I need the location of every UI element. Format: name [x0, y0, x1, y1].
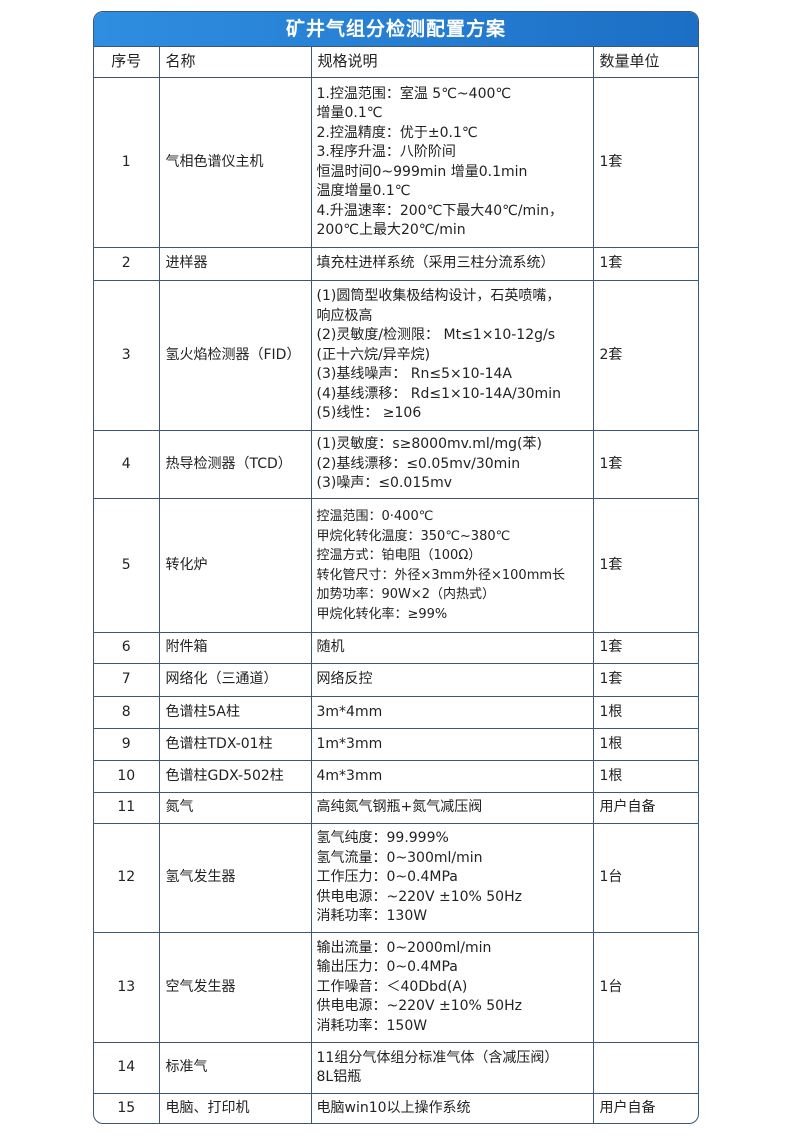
- table-row: 2 进样器 填充柱进样系统（采用三柱分流系统） 1套: [94, 247, 698, 281]
- row-name: 附件箱: [158, 632, 312, 664]
- row-quantity: 1套: [592, 498, 698, 633]
- row-number: 15: [94, 1093, 160, 1123]
- row-name: 色谱柱5A柱: [158, 696, 312, 729]
- row-number: 13: [94, 932, 160, 1043]
- row-name: 转化炉: [158, 498, 312, 633]
- row-number: 3: [94, 280, 160, 431]
- row-name: 标准气: [158, 1042, 312, 1094]
- row-number: 6: [94, 632, 160, 664]
- row-spec: 控温范围：0·400℃ 甲烷化转化温度：350℃~380℃ 控温方式：铂电阻（1…: [310, 498, 594, 633]
- row-quantity: 1套: [592, 247, 698, 281]
- row-spec: (1)灵敏度：s≥8000mv.ml/mg(苯) (2)基线漂移：≤0.05mv…: [310, 430, 594, 499]
- table-row: 6 附件箱 随机 1套: [94, 632, 698, 664]
- row-quantity: 用户自备: [592, 792, 698, 824]
- table-row: 1 气相色谱仪主机 1.控温范围：室温 5℃~400℃ 增量0.1℃ 2.控温精度：…: [94, 77, 698, 248]
- row-number: 5: [94, 498, 160, 633]
- row-name: 氢气发生器: [158, 823, 312, 933]
- table-row: 8 色谱柱5A柱 3m*4mm 1根: [94, 696, 698, 729]
- table-row: 12 氢气发生器 氢气纯度：99.999% 氢气流量：0~300ml/min 工作压…: [94, 823, 698, 933]
- row-spec: 填充柱进样系统（采用三柱分流系统）: [310, 247, 594, 281]
- row-name: 网络化（三通道）: [158, 663, 312, 697]
- header-no: 序号: [94, 46, 160, 78]
- row-quantity: 用户自备: [592, 1093, 698, 1123]
- table-row: 11 氮气 高纯氮气钢瓶+氮气减压阀 用户自备: [94, 792, 698, 824]
- table-row: 7 网络化（三通道） 网络反控 1套: [94, 663, 698, 697]
- row-name: 进样器: [158, 247, 312, 281]
- row-quantity: 1套: [592, 632, 698, 664]
- row-quantity: 1台: [592, 823, 698, 933]
- row-name: 空气发生器: [158, 932, 312, 1043]
- row-quantity: 1根: [592, 760, 698, 793]
- row-name: 气相色谱仪主机: [158, 77, 312, 248]
- row-spec: 4m*3mm: [310, 760, 594, 793]
- row-quantity: 1台: [592, 932, 698, 1043]
- table-row: 15 电脑、打印机 电脑win10以上操作系统 用户自备: [94, 1093, 698, 1123]
- row-number: 14: [94, 1042, 160, 1094]
- row-name: 热导检测器（TCD）: [158, 430, 312, 499]
- table-row: 13 空气发生器 输出流量：0~2000ml/min 输出压力：0~0.4MPa 工…: [94, 932, 698, 1043]
- config-table: 序号 名称 规格说明 数量单位 1 气相色谱仪主机 1.控温范围：室温 5℃~400…: [94, 46, 698, 1123]
- row-spec: 输出流量：0~2000ml/min 输出压力：0~0.4MPa 工作噪音：＜40…: [310, 932, 594, 1043]
- table-row: 9 色谱柱TDX-01柱 1m*3mm 1根: [94, 728, 698, 761]
- row-spec: 3m*4mm: [310, 696, 594, 729]
- table-row: 3 氢火焰检测器（FID） (1)圆筒型收集极结构设计，石英喷嘴， 响应极高 (2)…: [94, 280, 698, 431]
- header-name: 名称: [158, 46, 312, 78]
- row-number: 9: [94, 728, 160, 761]
- row-number: 11: [94, 792, 160, 824]
- row-number: 12: [94, 823, 160, 933]
- row-spec: 随机: [310, 632, 594, 664]
- row-quantity: 1根: [592, 728, 698, 761]
- row-name: 氮气: [158, 792, 312, 824]
- row-spec: 11组分气体组分标准气体（含减压阀） 8L铝瓶: [310, 1042, 594, 1094]
- table-row: 14 标准气 11组分气体组分标准气体（含减压阀） 8L铝瓶: [94, 1042, 698, 1094]
- row-quantity: 1套: [592, 430, 698, 499]
- row-quantity: 2套: [592, 280, 698, 431]
- row-name: 电脑、打印机: [158, 1093, 312, 1123]
- row-spec: 1.控温范围：室温 5℃~400℃ 增量0.1℃ 2.控温精度：优于±0.1℃ …: [310, 77, 594, 248]
- row-name: 色谱柱TDX-01柱: [158, 728, 312, 761]
- row-number: 4: [94, 430, 160, 499]
- row-quantity: 1根: [592, 696, 698, 729]
- row-spec: 电脑win10以上操作系统: [310, 1093, 594, 1123]
- header-row: 序号 名称 规格说明 数量单位: [94, 46, 698, 78]
- row-spec: 氢气纯度：99.999% 氢气流量：0~300ml/min 工作压力：0~0.4…: [310, 823, 594, 933]
- row-name: 色谱柱GDX-502柱: [158, 760, 312, 793]
- row-number: 1: [94, 77, 160, 248]
- row-number: 10: [94, 760, 160, 793]
- table-row: 10 色谱柱GDX-502柱 4m*3mm 1根: [94, 760, 698, 793]
- table-row: 5 转化炉 控温范围：0·400℃ 甲烷化转化温度：350℃~380℃ 控温方式：铂…: [94, 498, 698, 633]
- row-spec: (1)圆筒型收集极结构设计，石英喷嘴， 响应极高 (2)灵敏度/检测限： Mt≤…: [310, 280, 594, 431]
- row-spec: 1m*3mm: [310, 728, 594, 761]
- row-quantity: 1套: [592, 663, 698, 697]
- table-row: 4 热导检测器（TCD） (1)灵敏度：s≥8000mv.ml/mg(苯) (2)基…: [94, 430, 698, 499]
- table-title: 矿井气组分检测配置方案: [94, 12, 698, 46]
- header-qty: 数量单位: [592, 46, 698, 78]
- row-quantity: 1套: [592, 77, 698, 248]
- row-number: 2: [94, 247, 160, 281]
- row-number: 7: [94, 663, 160, 697]
- header-spec: 规格说明: [310, 46, 594, 78]
- row-name: 氢火焰检测器（FID）: [158, 280, 312, 431]
- config-table-container: 矿井气组分检测配置方案 序号 名称 规格说明 数量单位 1 气相色谱仪主机 1.控温…: [93, 11, 699, 1124]
- row-quantity: [592, 1042, 698, 1094]
- row-spec: 高纯氮气钢瓶+氮气减压阀: [310, 792, 594, 824]
- row-number: 8: [94, 696, 160, 729]
- row-spec: 网络反控: [310, 663, 594, 697]
